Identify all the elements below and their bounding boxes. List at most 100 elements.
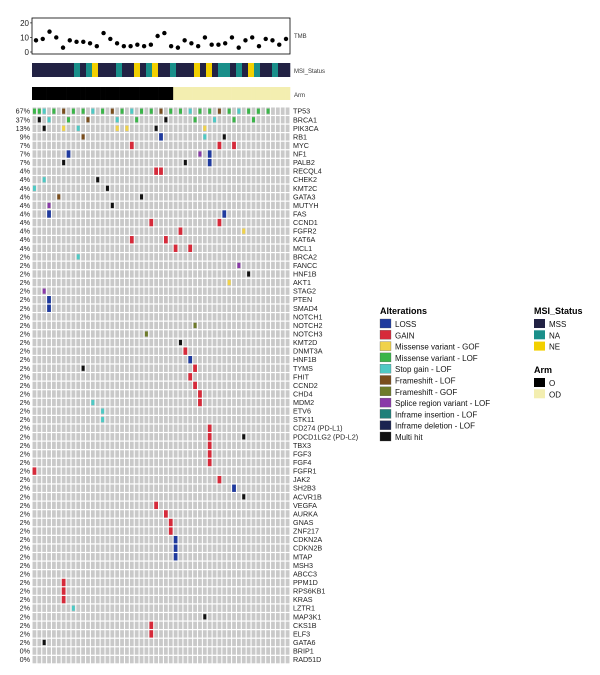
msi-cell [200,63,207,77]
grid-cell [56,647,61,655]
grid-cell [266,407,270,415]
grid-cell [125,244,129,252]
grid-cell [188,287,193,295]
grid-cell [222,330,227,338]
grid-cell [237,373,241,381]
grid-cell [61,356,66,364]
grid-cell [86,227,90,235]
grid-cell [81,613,85,621]
grid-cell [144,193,149,201]
grid-cell [207,655,212,664]
grid-cell [275,501,280,510]
grid-cell [198,321,202,330]
arm-cell [109,87,116,100]
grid-cell [163,484,168,492]
gene-name: RB1 [293,132,307,141]
grid-cell [159,321,163,330]
grid-cell [120,364,124,372]
grid-cell [90,424,95,432]
msi-cell [134,63,141,77]
grid-cell [81,527,85,535]
grid-cell [163,244,168,252]
grid-cell [275,587,280,595]
alteration-cell [135,117,139,123]
grid-cell [261,296,266,304]
grid-cell [159,296,163,304]
grid-cell [95,604,100,612]
grid-cell [76,270,81,278]
grid-cell [275,484,280,492]
grid-cell [222,218,227,227]
grid-cell [168,338,173,347]
grid-cell [139,561,144,570]
grid-cell [66,638,71,647]
grid-cell [139,227,144,235]
grid-cell [232,210,236,218]
grid-cell [163,501,168,510]
grid-cell [115,253,120,261]
grid-cell [232,184,236,192]
grid-cell [173,253,178,261]
grid-cell [261,364,266,372]
grid-cell [144,484,149,492]
grid-cell [110,116,115,124]
grid-cell [193,253,197,261]
grid-cell [168,441,173,450]
grid-cell [144,158,149,167]
grid-cell [227,167,232,175]
gene-name: FGF3 [293,449,311,458]
grid-cell [275,184,280,192]
grid-cell [37,124,42,133]
grid-cell [193,433,197,441]
msi-cell [218,63,225,77]
alteration-cell [198,398,202,407]
grid-cell [110,493,115,501]
arm-cell [41,87,47,100]
grid-cell [173,364,178,372]
grid-cell [100,441,105,450]
alteration-cell [149,630,154,638]
gene-name: CHD4 [293,389,313,398]
grid-cell [207,287,212,295]
grid-cell [154,398,159,407]
grid-cell [76,398,81,407]
grid-cell [76,107,81,115]
grid-cell [227,561,232,570]
grid-cell [222,390,227,398]
grid-cell [275,630,280,638]
alteration-cell [193,381,197,390]
grid-cell [90,630,95,638]
grid-cell [95,338,100,347]
grid-cell [280,535,285,544]
grid-cell [246,527,251,535]
grid-cell [105,458,110,467]
grid-cell [42,133,47,141]
grid-cell [178,553,183,561]
grid-cell [105,390,110,398]
grid-cell [71,544,76,552]
grid-cell [56,467,61,475]
grid-cell [120,176,124,184]
grid-cell [95,287,100,295]
grid-cell [52,201,56,210]
grid-cell [37,253,42,261]
grid-cell [266,338,270,347]
grid-cell [66,630,71,638]
grid-cell [222,150,227,158]
grid-cell [241,407,246,415]
msi-cell [236,63,243,77]
grid-cell [280,150,285,158]
grid-cell [178,184,183,192]
grid-cell [144,381,149,390]
alteration-cell [217,141,222,150]
grid-cell [32,398,37,407]
grid-cell [251,321,256,330]
legend-label: OD [549,390,561,399]
grid-cell [163,133,168,141]
grid-cell [251,484,256,492]
grid-cell [183,296,188,304]
grid-cell [173,330,178,338]
grid-cell [251,227,256,235]
grid-cell [275,407,280,415]
grid-cell [280,218,285,227]
